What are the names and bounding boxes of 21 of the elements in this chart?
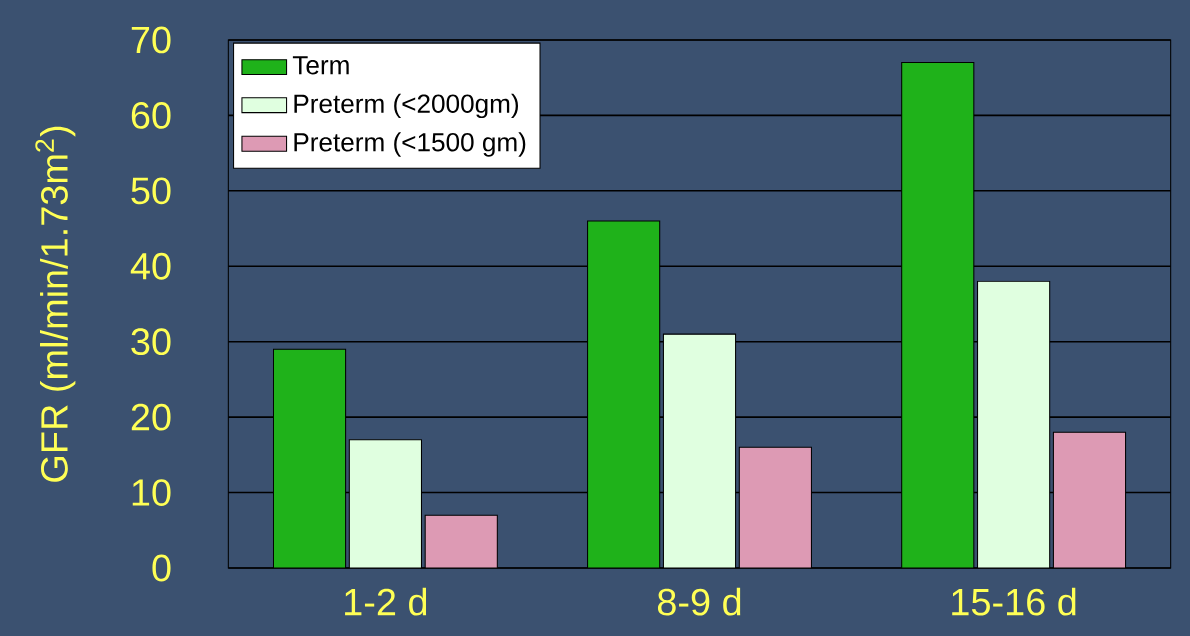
x-tick-label: 15-16 d (952, 587, 1076, 616)
bar (1052, 431, 1127, 568)
x-tick-label: 1-2 d (345, 587, 427, 616)
legend-label: Preterm (<2000gm) (294, 93, 519, 119)
y-axis-title: GFR (ml/min/1.73m$^{2}$) (35, 126, 76, 482)
bar (662, 333, 737, 568)
y-tick-label: 70 (131, 26, 171, 54)
y-tick-label: 60 (131, 101, 171, 129)
y-tick-label: 30 (131, 328, 171, 356)
bar (348, 439, 422, 568)
bar (977, 280, 1051, 568)
legend-label: Preterm (<1500 gm) (294, 132, 526, 157)
bar (738, 446, 812, 568)
y-tick-label: 50 (131, 177, 171, 205)
y-tick-label: 40 (130, 252, 171, 280)
y-tick-label: 10 (132, 479, 171, 506)
bar (424, 514, 498, 568)
legend-label: Term (292, 56, 349, 75)
x-tick-label: 8-9 d (657, 587, 741, 616)
y-tick-label: 20 (131, 403, 171, 431)
y-tick-label: 0 (152, 554, 171, 582)
